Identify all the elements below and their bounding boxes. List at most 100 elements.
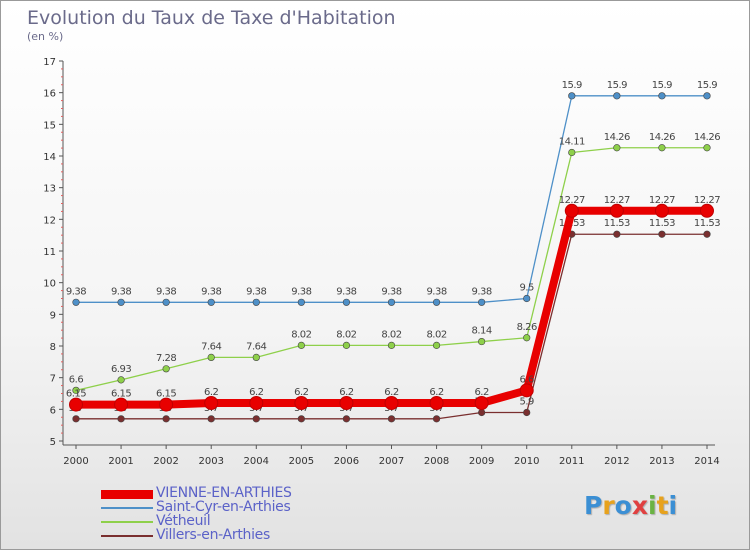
data-point <box>207 353 215 362</box>
x-tick-label: 2013 <box>649 456 674 467</box>
data-label: 6.2 <box>294 387 309 398</box>
data-label: 14.11 <box>559 137 585 148</box>
legend-swatch <box>101 521 153 523</box>
data-point <box>613 144 621 152</box>
data-label: 14.26 <box>604 132 630 143</box>
data-label: 7.28 <box>156 353 176 364</box>
data-label: 9.5 <box>520 283 535 294</box>
chart-title: Evolution du Taux de Taxe d'Habitation <box>27 7 396 29</box>
y-tick-label: 10 <box>43 279 56 290</box>
data-label: 8.02 <box>426 329 446 340</box>
data-label: 6.6 <box>520 374 535 385</box>
data-point <box>252 298 260 306</box>
legend-label: Vétheuil <box>156 513 211 529</box>
data-point <box>117 415 125 423</box>
logo-letter: o <box>614 491 632 520</box>
data-label: 11.53 <box>604 218 630 229</box>
data-point <box>252 415 260 423</box>
data-point <box>613 92 621 100</box>
logo-letter: x <box>631 491 648 520</box>
data-label: 9.38 <box>66 286 86 297</box>
y-tick-label: 11 <box>43 247 56 258</box>
y-tick-label: 14 <box>43 152 56 163</box>
data-label: 6.15 <box>111 389 131 400</box>
data-label: 6.15 <box>156 389 176 400</box>
x-tick-label: 2011 <box>559 456 584 467</box>
legend-swatch <box>101 535 153 537</box>
legend-label: Villers-en-Arthies <box>156 527 270 543</box>
data-point <box>72 415 80 423</box>
legend-swatch <box>101 507 153 509</box>
data-point <box>700 203 714 218</box>
y-tick-label: 15 <box>43 120 56 131</box>
data-point <box>117 298 125 306</box>
data-point <box>432 415 441 423</box>
data-point <box>159 397 174 412</box>
y-tick-label: 16 <box>43 89 56 100</box>
data-point <box>249 396 264 410</box>
x-tick-label: 2005 <box>289 456 314 467</box>
data-point <box>429 396 444 410</box>
series-line <box>76 206 707 409</box>
data-point <box>523 334 531 342</box>
data-label: 14.26 <box>649 132 675 143</box>
data-label: 6.2 <box>339 387 354 398</box>
data-point <box>387 341 396 349</box>
data-label: 6.93 <box>111 364 131 375</box>
legend-label: VIENNE-EN-ARTHIES <box>156 485 292 501</box>
data-point <box>117 376 125 384</box>
data-point <box>252 353 260 362</box>
x-tick-label: 2014 <box>694 456 719 467</box>
data-label: 9.38 <box>381 286 401 297</box>
data-point <box>384 396 399 410</box>
data-point <box>387 298 396 306</box>
data-point <box>478 408 486 417</box>
data-point <box>658 144 666 152</box>
y-tick-label: 13 <box>43 184 56 195</box>
data-label: 9.38 <box>336 286 356 297</box>
data-point <box>519 383 534 398</box>
data-label: 9.38 <box>111 286 131 297</box>
x-tick-label: 2009 <box>469 456 494 467</box>
data-point <box>703 144 711 152</box>
data-label: 9.38 <box>291 286 311 297</box>
logo-letter: r <box>602 491 615 520</box>
x-tick-label: 2007 <box>379 456 404 467</box>
data-point <box>297 415 305 423</box>
data-label: 11.53 <box>694 218 720 229</box>
data-label: 6.6 <box>69 374 84 385</box>
data-point <box>609 203 624 218</box>
data-point <box>568 92 576 100</box>
data-label: 9.38 <box>472 286 492 297</box>
data-point <box>703 92 711 100</box>
logo-letter: i <box>668 491 678 520</box>
data-point <box>339 396 354 410</box>
data-label: 15.9 <box>652 80 672 91</box>
data-label: 7.64 <box>201 341 221 352</box>
logo-letter: t <box>656 491 669 520</box>
data-point <box>474 396 489 410</box>
data-point <box>342 415 351 423</box>
data-label: 8.02 <box>381 329 401 340</box>
data-point <box>72 386 80 394</box>
data-point <box>342 298 351 306</box>
y-tick-label: 12 <box>43 215 56 226</box>
x-tick-label: 2004 <box>244 456 269 467</box>
data-label: 8.14 <box>472 326 492 337</box>
logo-letter: i <box>648 491 657 520</box>
data-label: 8.02 <box>291 329 311 340</box>
data-label: 15.9 <box>697 80 717 91</box>
data-label: 6.2 <box>204 387 219 398</box>
data-label: 12.27 <box>559 195 585 206</box>
data-label: 11.53 <box>649 218 675 229</box>
data-label: 6.2 <box>474 387 489 398</box>
data-point <box>162 415 170 423</box>
y-tick-label: 7 <box>50 374 56 385</box>
data-label: 9.38 <box>156 286 176 297</box>
data-point <box>703 230 711 238</box>
data-label: 9.38 <box>426 286 446 297</box>
y-tick-label: 5 <box>50 437 56 448</box>
data-label: 6.2 <box>429 387 444 398</box>
data-label: 8.02 <box>336 329 356 340</box>
